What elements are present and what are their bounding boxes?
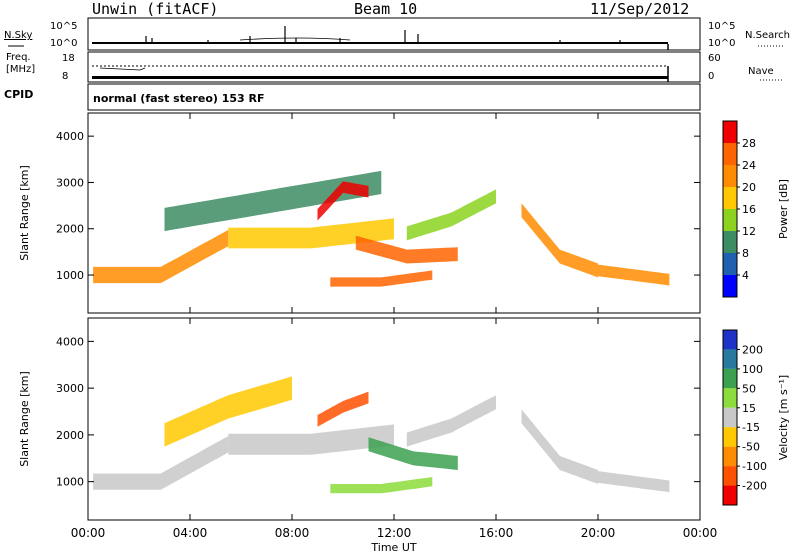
power-ytick-label-2: 3000 — [56, 176, 84, 189]
velocity-data-layer — [93, 376, 670, 494]
nave-tick-top: 60 — [708, 53, 721, 64]
velocity-band-6 — [406, 395, 496, 447]
velocity-band-1 — [228, 424, 394, 455]
velocity-band-2 — [164, 376, 292, 447]
power-band-8 — [598, 264, 670, 286]
velocity-band-7 — [521, 409, 598, 484]
freq-tick-top: 18 — [62, 53, 75, 64]
velocity-colorbar-label-3: 15 — [742, 402, 756, 415]
freq-trace-wiggle — [99, 67, 146, 71]
xtick-label-0: 00:00 — [71, 526, 106, 540]
nsky-trace — [92, 42, 668, 44]
xtick-label-4: 16:00 — [479, 526, 514, 540]
velocity-ytick-label-2: 3000 — [56, 382, 84, 395]
velocity-colorbar-seg-6 — [723, 446, 737, 467]
velocity-colorbar-seg-0 — [723, 330, 737, 350]
power-band-2 — [164, 170, 382, 232]
mode-text: normal (fast stereo) 153 RF — [93, 92, 265, 105]
power-ytick-label-0: 1000 — [56, 269, 84, 282]
velocity-band-3 — [317, 391, 369, 427]
xtick-label-3: 12:00 — [377, 526, 412, 540]
power-colorbar-seg-5 — [723, 165, 737, 187]
velocity-colorbar-seg-1 — [723, 349, 737, 369]
nsky-tick-bottom: 10^0 — [50, 38, 78, 49]
power-ytick-label-1: 2000 — [56, 223, 84, 236]
power-colorbar-label-0: 4 — [742, 269, 749, 282]
cpid-label: CPID — [4, 88, 34, 101]
velocity-colorbar-label-5: -50 — [742, 441, 760, 454]
velocity-band-0 — [93, 436, 229, 490]
velocity-colorbar-seg-7 — [723, 466, 737, 486]
velocity-colorbar-title: Velocity [m s⁻¹] — [777, 375, 790, 460]
power-band-4 — [355, 235, 458, 264]
freq-tick-bottom: 8 — [62, 71, 69, 82]
power-colorbar-label-3: 16 — [742, 203, 756, 216]
power-band-3 — [317, 181, 369, 221]
power-colorbar-label-2: 12 — [742, 225, 756, 238]
velocity-colorbar-label-0: 200 — [742, 343, 763, 356]
velocity-colorbar-seg-4 — [723, 407, 737, 428]
nsky-panel-frame — [87, 17, 701, 51]
velocity-ytick-label-1: 2000 — [56, 429, 84, 442]
power-band-1 — [228, 218, 394, 249]
power-colorbar-label-1: 8 — [742, 247, 749, 260]
x-axis-label: Time UT — [370, 541, 416, 554]
power-band-7 — [521, 203, 598, 278]
velocity-colorbar-label-2: 50 — [742, 382, 756, 395]
nsky-tick-top: 10^5 — [50, 21, 78, 32]
power-band-0 — [93, 229, 229, 284]
velocity-colorbar-label-4: -15 — [742, 421, 760, 434]
velocity-colorbar-seg-3 — [723, 388, 737, 408]
velocity-band-5 — [330, 477, 433, 494]
nsearch-tick-bottom: 10^0 — [708, 38, 736, 49]
power-colorbar-seg-1 — [723, 253, 737, 275]
power-ylabel: Slant Range [km] — [18, 165, 31, 261]
velocity-band-4 — [368, 437, 458, 470]
power-colorbar-seg-6 — [723, 143, 737, 165]
freq-unit: [MHz] — [6, 64, 36, 75]
xtick-label-2: 08:00 — [275, 526, 310, 540]
power-colorbar-label-6: 28 — [742, 137, 756, 150]
velocity-ytick-label-3: 4000 — [56, 335, 84, 348]
power-data-layer — [93, 170, 670, 287]
power-colorbar-seg-4 — [723, 187, 737, 209]
nave-label: Nave — [748, 66, 774, 77]
nsearch-tick-top: 10^5 — [708, 21, 736, 32]
nave-tick-bottom: 0 — [708, 71, 715, 82]
nsky-label: N.Sky — [4, 30, 33, 41]
power-colorbar-label-5: 24 — [742, 159, 756, 172]
beam-title: Beam 10 — [354, 0, 418, 18]
velocity-ytick-label-0: 1000 — [56, 476, 84, 489]
power-colorbar-seg-0 — [723, 275, 737, 297]
power-colorbar-seg-3 — [723, 209, 737, 231]
velocity-band-8 — [598, 471, 670, 493]
date-title: 11/Sep/2012 — [590, 0, 690, 18]
xtick-label-1: 04:00 — [173, 526, 208, 540]
power-colorbar-seg-2 — [723, 231, 737, 253]
velocity-colorbar-seg-5 — [723, 427, 737, 447]
power-colorbar-seg-7 — [723, 121, 737, 143]
velocity-colorbar-seg-8 — [723, 485, 737, 505]
velocity-colorbar-frame — [722, 329, 738, 506]
velocity-colorbar-label-6: -100 — [742, 460, 767, 473]
power-band-5 — [330, 270, 433, 287]
freq-label: Freq. — [6, 52, 31, 63]
xtick-label-6: 00:00 — [683, 526, 718, 540]
power-band-6 — [406, 189, 496, 241]
velocity-colorbar-seg-2 — [723, 368, 737, 389]
radar-title: Unwin (fitACF) — [92, 0, 219, 18]
freq-trace — [92, 76, 668, 79]
velocity-colorbar-label-7: -200 — [742, 480, 767, 493]
power-colorbar-label-4: 20 — [742, 181, 756, 194]
cpid-panel-frame — [87, 83, 701, 111]
nsky-thin-trace — [239, 37, 351, 41]
nsearch-label: N.Search — [745, 30, 791, 41]
xtick-label-5: 20:00 — [581, 526, 616, 540]
freq-panel-frame — [87, 51, 701, 83]
velocity-colorbar-label-1: 100 — [742, 363, 763, 376]
power-colorbar-title: Power [dB] — [777, 179, 790, 239]
power-ytick-label-3: 4000 — [56, 130, 84, 143]
velocity-ylabel: Slant Range [km] — [18, 371, 31, 467]
